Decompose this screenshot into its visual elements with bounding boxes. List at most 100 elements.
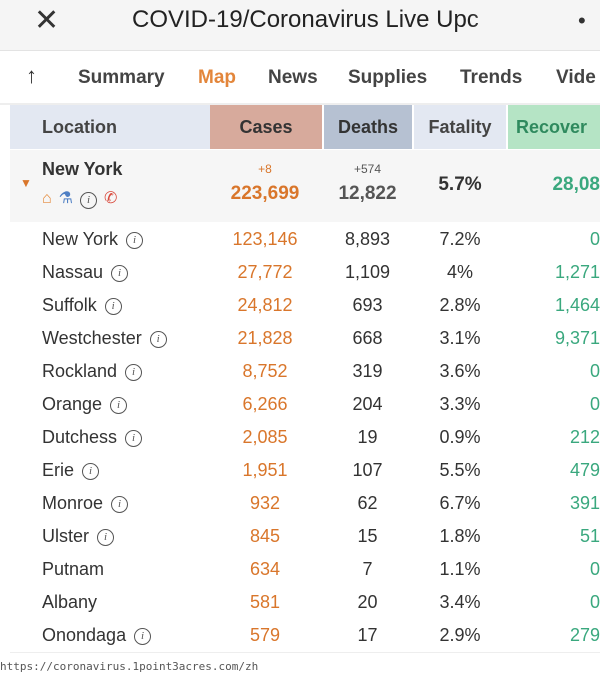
county-fatality: 1.8% bbox=[439, 526, 481, 546]
county-cases: 6,266 bbox=[242, 394, 288, 414]
phone-icon[interactable]: ✆ bbox=[104, 190, 118, 207]
county-fatality: 1.1% bbox=[439, 559, 481, 579]
county-cases: 8,752 bbox=[242, 361, 288, 381]
deaths-total: 12,822 bbox=[338, 183, 397, 204]
info-icon[interactable]: i bbox=[80, 192, 98, 209]
tab-trends[interactable]: Trends bbox=[460, 67, 523, 88]
county-fatality: 3.4% bbox=[439, 592, 481, 612]
tab-summary[interactable]: Summary bbox=[78, 67, 165, 88]
close-icon[interactable]: ✕ bbox=[34, 4, 60, 37]
table-row[interactable]: Nassau i 27,772 1,109 4% 1,271 bbox=[10, 256, 600, 290]
county-fatality: 3.3% bbox=[439, 394, 481, 414]
county-name: Westchester i bbox=[42, 322, 167, 355]
county-cases: 21,828 bbox=[237, 328, 293, 348]
county-fatality: 4% bbox=[446, 262, 473, 282]
table-row[interactable]: Albany 581 20 3.4% 0 bbox=[10, 586, 600, 620]
county-cases: 581 bbox=[249, 592, 281, 612]
county-cases: 579 bbox=[249, 625, 281, 645]
county-recovered: 391 bbox=[569, 493, 600, 513]
tab-news[interactable]: News bbox=[268, 67, 318, 88]
info-icon[interactable]: i bbox=[126, 232, 144, 249]
county-recovered: 51 bbox=[579, 526, 600, 546]
county-name-label: Onondaga bbox=[42, 625, 127, 645]
county-recovered: 0 bbox=[589, 592, 600, 612]
col-location[interactable]: Location bbox=[10, 105, 210, 149]
info-icon[interactable]: i bbox=[149, 331, 167, 348]
county-name-label: Ulster bbox=[42, 526, 90, 546]
title-fade bbox=[470, 0, 550, 50]
county-deaths: 693 bbox=[352, 295, 383, 315]
county-name-label: Putnam bbox=[42, 559, 105, 579]
home-icon[interactable]: ⌂ bbox=[42, 190, 52, 207]
county-name: Nassau i bbox=[42, 256, 129, 289]
info-icon[interactable]: i bbox=[110, 397, 128, 414]
county-deaths: 17 bbox=[357, 625, 378, 645]
info-icon[interactable]: i bbox=[125, 430, 143, 447]
arrow-up-icon[interactable]: ↑ bbox=[26, 63, 37, 88]
county-name: Onondaga i bbox=[42, 619, 152, 652]
page-title: COVID-19/Coronavirus Live Upc bbox=[132, 6, 479, 33]
table-row[interactable]: Putnam 634 7 1.1% 0 bbox=[10, 553, 600, 587]
flask-icon[interactable]: ⚗ bbox=[58, 190, 74, 207]
cases-delta: +8 bbox=[258, 162, 272, 176]
county-recovered: 9,371 bbox=[554, 328, 600, 348]
info-icon[interactable]: i bbox=[125, 364, 143, 381]
info-icon[interactable]: i bbox=[104, 298, 122, 315]
county-cases: 1,951 bbox=[242, 460, 288, 480]
county-recovered: 0 bbox=[589, 229, 600, 249]
table-row[interactable]: Monroe i 932 62 6.7% 391 bbox=[10, 487, 600, 521]
info-icon[interactable]: i bbox=[111, 265, 129, 282]
county-name: Dutchess i bbox=[42, 421, 143, 454]
county-recovered: 0 bbox=[589, 559, 600, 579]
col-cases[interactable]: Cases bbox=[210, 105, 322, 149]
county-deaths: 20 bbox=[357, 592, 378, 612]
col-deaths[interactable]: Deaths bbox=[324, 105, 412, 149]
county-cases: 932 bbox=[249, 493, 281, 513]
county-name: Putnam bbox=[42, 553, 104, 586]
tab-bar: ↑ Summary Map News Supplies Trends Vide bbox=[0, 51, 600, 105]
county-cases: 27,772 bbox=[237, 262, 293, 282]
table-row[interactable]: Westchester i 21,828 668 3.1% 9,371 bbox=[10, 322, 600, 356]
info-icon[interactable]: i bbox=[97, 529, 115, 546]
county-name: New York i bbox=[42, 223, 144, 256]
table-row[interactable]: New York i 123,146 8,893 7.2% 0 bbox=[10, 223, 600, 257]
deaths-delta: +574 bbox=[353, 162, 382, 176]
county-name-label: Rockland bbox=[42, 361, 118, 381]
county-deaths: 8,893 bbox=[344, 229, 391, 249]
info-icon[interactable]: i bbox=[134, 628, 152, 645]
table-row[interactable]: Orange i 6,266 204 3.3% 0 bbox=[10, 388, 600, 422]
table-row[interactable]: Ulster i 845 15 1.8% 51 bbox=[10, 520, 600, 554]
county-name-label: Westchester bbox=[42, 328, 142, 348]
county-deaths: 15 bbox=[357, 526, 378, 546]
county-name: Albany bbox=[42, 586, 97, 619]
table-row[interactable]: Erie i 1,951 107 5.5% 479 bbox=[10, 454, 600, 488]
col-recovered[interactable]: Recover bbox=[508, 105, 600, 149]
tab-videos[interactable]: Vide bbox=[556, 67, 596, 88]
county-fatality: 3.1% bbox=[439, 328, 481, 348]
info-icon[interactable]: i bbox=[82, 463, 100, 480]
tab-map[interactable]: Map bbox=[198, 67, 236, 88]
col-fatality[interactable]: Fatality bbox=[414, 105, 506, 149]
county-name: Monroe i bbox=[42, 487, 129, 520]
table-header: Location Cases Deaths Fatality Recover bbox=[10, 105, 600, 149]
county-recovered: 1,464 bbox=[554, 295, 600, 315]
tab-supplies[interactable]: Supplies bbox=[348, 67, 428, 88]
county-recovered: 279 bbox=[569, 625, 600, 645]
county-recovered: 212 bbox=[569, 427, 600, 447]
table-row[interactable]: Rockland i 8,752 319 3.6% 0 bbox=[10, 355, 600, 389]
expand-caret-icon[interactable]: ▼ bbox=[20, 176, 32, 190]
county-cases: 2,085 bbox=[242, 427, 288, 447]
state-name: New York bbox=[42, 159, 123, 179]
info-icon[interactable]: i bbox=[111, 496, 129, 513]
county-deaths: 107 bbox=[352, 460, 383, 480]
table-row[interactable]: Suffolk i 24,812 693 2.8% 1,464 bbox=[10, 289, 600, 323]
more-menu-icon[interactable]: • bbox=[578, 8, 586, 33]
table-row[interactable]: Dutchess i 2,085 19 0.9% 212 bbox=[10, 421, 600, 455]
state-summary-row[interactable]: ▼ New York ⌂ ⚗ i ✆ +8 223,699 +574 12,822 5… bbox=[10, 150, 600, 222]
county-deaths: 204 bbox=[352, 394, 383, 414]
table-row[interactable]: Onondaga i 579 17 2.9% 279 bbox=[10, 619, 600, 653]
county-deaths: 7 bbox=[362, 559, 373, 579]
county-name: Ulster i bbox=[42, 520, 115, 553]
county-name-label: Orange bbox=[42, 394, 103, 414]
county-deaths: 19 bbox=[357, 427, 378, 447]
